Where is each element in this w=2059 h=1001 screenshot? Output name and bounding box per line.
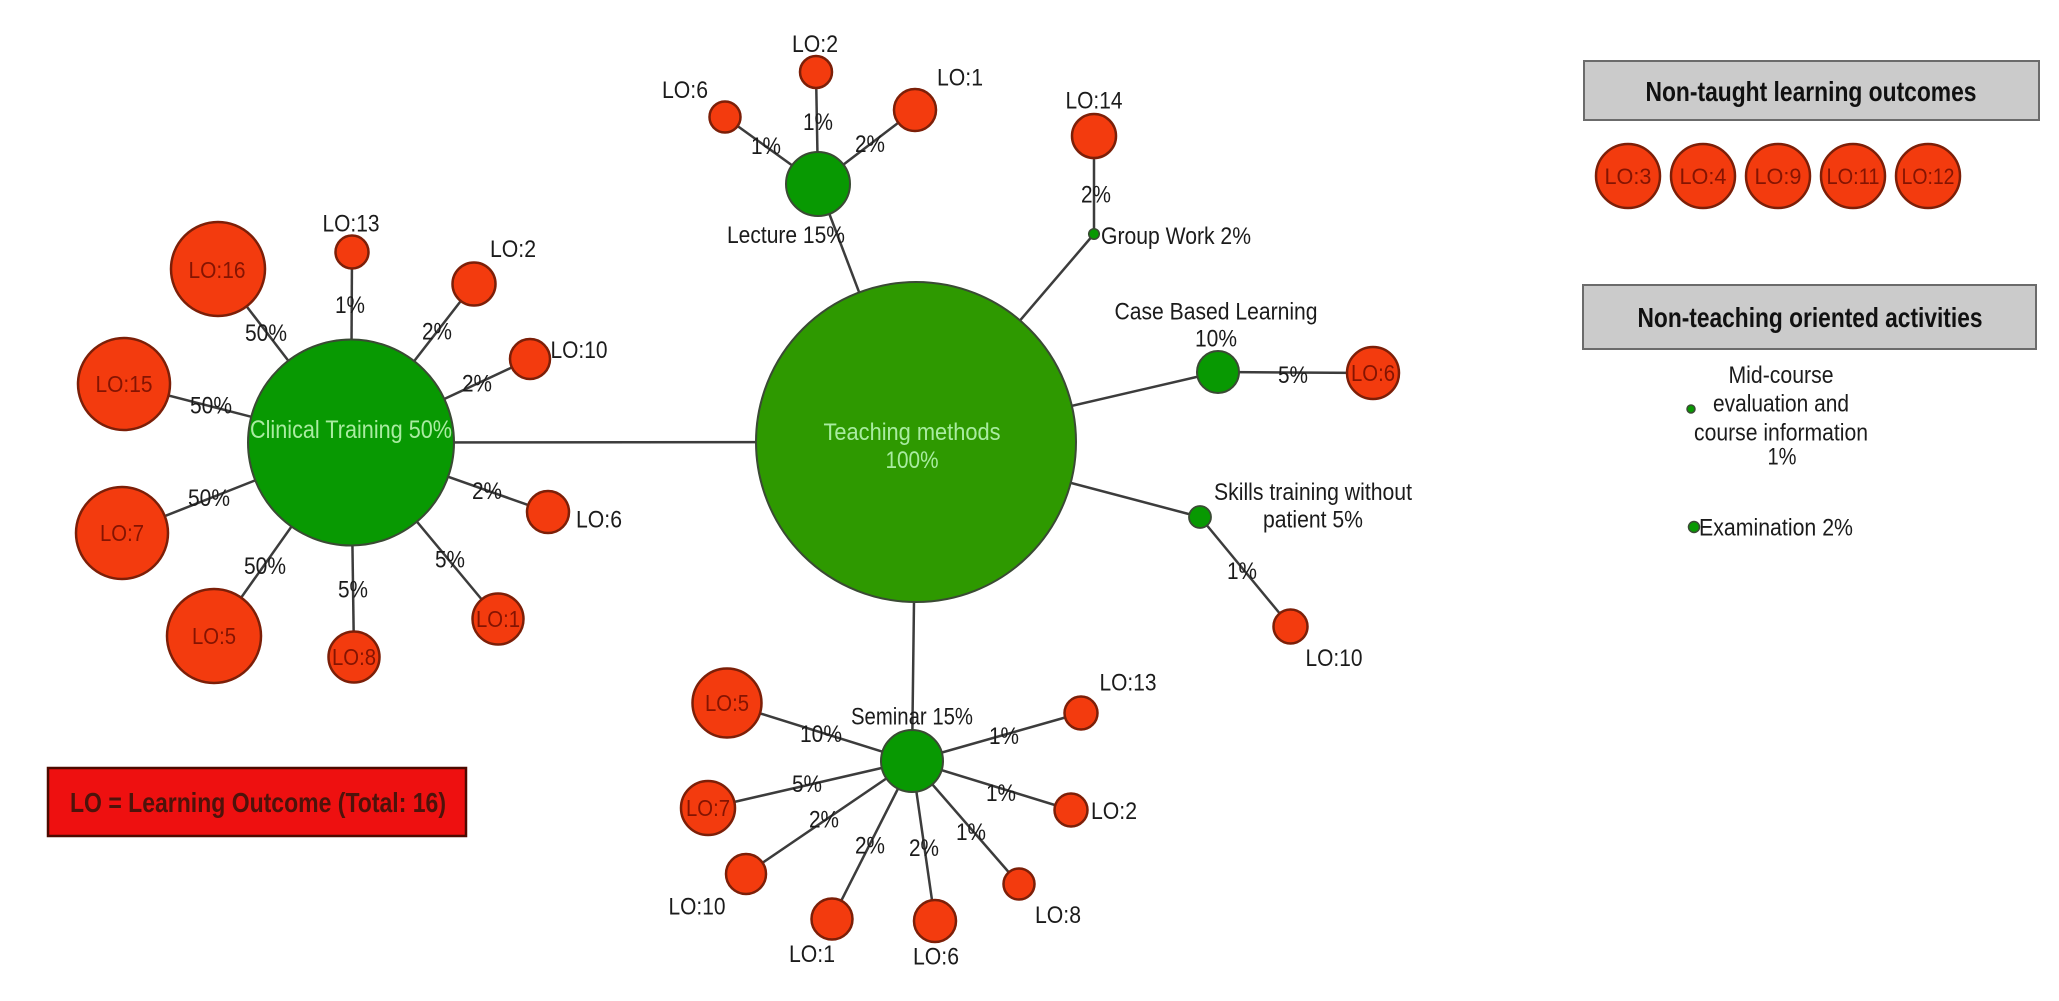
svg-text:50%: 50%: [245, 320, 287, 347]
svg-text:LO:2: LO:2: [490, 236, 536, 263]
svg-text:Teaching methods: Teaching methods: [824, 419, 1001, 446]
svg-text:LO:1: LO:1: [789, 941, 835, 968]
svg-text:LO:6: LO:6: [1351, 360, 1395, 386]
svg-text:1%: 1%: [1227, 558, 1257, 585]
svg-text:LO:2: LO:2: [1091, 798, 1137, 825]
svg-text:LO:13: LO:13: [1100, 670, 1157, 697]
svg-text:evaluation and: evaluation and: [1713, 391, 1849, 418]
svg-text:LO:10: LO:10: [551, 337, 608, 364]
svg-text:2%: 2%: [1081, 181, 1111, 208]
svg-text:course information: course information: [1694, 419, 1868, 446]
svg-text:Seminar 15%: Seminar 15%: [851, 704, 973, 731]
svg-text:LO:13: LO:13: [323, 210, 380, 237]
svg-text:2%: 2%: [809, 807, 839, 834]
svg-text:LO:6: LO:6: [913, 943, 959, 970]
svg-text:LO:1: LO:1: [937, 64, 983, 91]
svg-text:2%: 2%: [855, 833, 885, 860]
svg-text:1%: 1%: [803, 109, 833, 136]
svg-text:100%: 100%: [886, 447, 939, 474]
svg-text:1%: 1%: [1768, 443, 1797, 470]
svg-text:LO:12: LO:12: [1902, 164, 1955, 189]
svg-text:Lecture 15%: Lecture 15%: [727, 222, 845, 249]
svg-text:50%: 50%: [190, 393, 232, 420]
svg-text:50%: 50%: [188, 485, 230, 512]
svg-text:Non-teaching oriented activiti: Non-teaching oriented activities: [1638, 302, 1983, 333]
svg-text:LO = Learning Outcome (Total:: LO = Learning Outcome (Total: 16): [70, 787, 446, 818]
svg-text:2%: 2%: [462, 370, 492, 397]
svg-text:2%: 2%: [422, 319, 452, 346]
svg-text:2%: 2%: [472, 478, 502, 505]
svg-text:Skills training without: Skills training without: [1214, 479, 1412, 506]
svg-text:LO:1: LO:1: [476, 606, 520, 632]
svg-text:LO:7: LO:7: [100, 520, 144, 546]
svg-text:LO:6: LO:6: [576, 507, 622, 534]
svg-text:Clinical Training 50%: Clinical Training 50%: [250, 416, 452, 444]
svg-text:1%: 1%: [956, 819, 986, 846]
svg-text:LO:7: LO:7: [686, 795, 730, 821]
svg-text:LO:15: LO:15: [96, 371, 153, 397]
svg-text:10%: 10%: [1195, 325, 1237, 352]
svg-text:5%: 5%: [792, 771, 822, 798]
svg-text:LO:5: LO:5: [192, 623, 236, 649]
svg-text:1%: 1%: [335, 292, 365, 319]
svg-text:1%: 1%: [989, 723, 1019, 750]
svg-text:LO:8: LO:8: [1035, 902, 1081, 929]
svg-text:Mid-course: Mid-course: [1729, 362, 1834, 389]
svg-text:50%: 50%: [244, 553, 286, 580]
svg-text:Non-taught learning outcomes: Non-taught learning outcomes: [1646, 76, 1977, 107]
svg-text:Examination 2%: Examination 2%: [1699, 515, 1853, 542]
svg-text:LO:3: LO:3: [1605, 164, 1652, 189]
svg-text:10%: 10%: [800, 721, 842, 748]
svg-text:LO:8: LO:8: [332, 644, 376, 670]
svg-text:2%: 2%: [909, 835, 939, 862]
svg-text:LO:11: LO:11: [1827, 164, 1880, 189]
svg-text:1%: 1%: [986, 780, 1016, 807]
svg-text:LO:16: LO:16: [189, 257, 246, 283]
svg-text:LO:10: LO:10: [669, 894, 726, 921]
svg-text:patient 5%: patient 5%: [1263, 506, 1363, 533]
svg-text:Group Work 2%: Group Work 2%: [1101, 223, 1251, 250]
svg-text:Case Based Learning: Case Based Learning: [1115, 299, 1318, 326]
svg-text:5%: 5%: [1278, 362, 1308, 389]
svg-text:LO:14: LO:14: [1066, 88, 1123, 115]
svg-text:LO:4: LO:4: [1680, 164, 1727, 189]
svg-text:5%: 5%: [435, 546, 465, 573]
svg-text:LO:6: LO:6: [662, 77, 708, 104]
svg-text:LO:5: LO:5: [705, 690, 749, 716]
svg-text:1%: 1%: [751, 133, 781, 160]
svg-text:LO:9: LO:9: [1755, 164, 1802, 189]
svg-text:LO:2: LO:2: [792, 31, 838, 58]
svg-text:2%: 2%: [855, 131, 885, 158]
svg-text:LO:10: LO:10: [1306, 645, 1363, 672]
svg-text:5%: 5%: [338, 576, 368, 603]
